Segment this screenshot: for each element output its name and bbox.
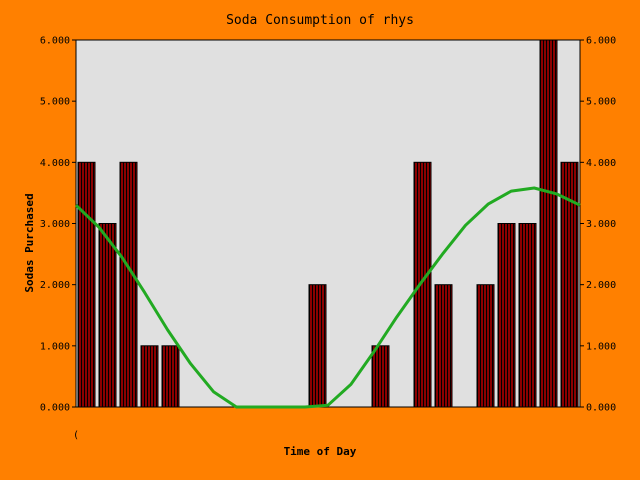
bar-11	[308, 284, 327, 408]
bar-21	[518, 223, 537, 408]
bar-20	[497, 223, 516, 408]
y-tick-label-right: 6.000	[586, 36, 616, 47]
y-tick-label-right: 5.000	[586, 97, 616, 108]
plot-area	[75, 39, 581, 408]
bar-16	[413, 161, 432, 408]
y-tick-label-right: 3.000	[586, 219, 616, 230]
y-tick-label-left: 4.000	[40, 158, 70, 169]
bar-0	[77, 161, 96, 408]
y-tick-label-right: 2.000	[586, 280, 616, 291]
y-tick-label-left: 5.000	[40, 97, 70, 108]
bar-1	[98, 223, 117, 408]
y-tick-label-left: 3.000	[40, 219, 70, 230]
y-tick-label-left: 1.000	[40, 341, 70, 352]
y-tick-label-left: 2.000	[40, 280, 70, 291]
y-tick-label-right: 4.000	[586, 158, 616, 169]
bar-19	[476, 284, 495, 408]
bar-23	[560, 161, 579, 408]
bar-3	[140, 345, 159, 408]
trend-line	[74, 186, 581, 409]
bar-17	[434, 284, 453, 408]
y-tick-label-left: 0.000	[40, 403, 70, 414]
bar-22	[539, 39, 558, 408]
chart-title: Soda Consumption of rhys	[226, 13, 414, 28]
y-tick-label-right: 0.000	[586, 403, 616, 414]
x-axis-label: Time of Day	[284, 445, 357, 458]
y-tick-label-right: 1.000	[586, 341, 616, 352]
bar-14	[371, 345, 390, 408]
bar-2	[119, 161, 138, 408]
bar-4	[161, 345, 180, 408]
y-axis-label: Sodas Purchased	[23, 193, 36, 292]
y-tick-label-left: 6.000	[40, 36, 70, 47]
x-tick-label: (	[73, 430, 79, 441]
